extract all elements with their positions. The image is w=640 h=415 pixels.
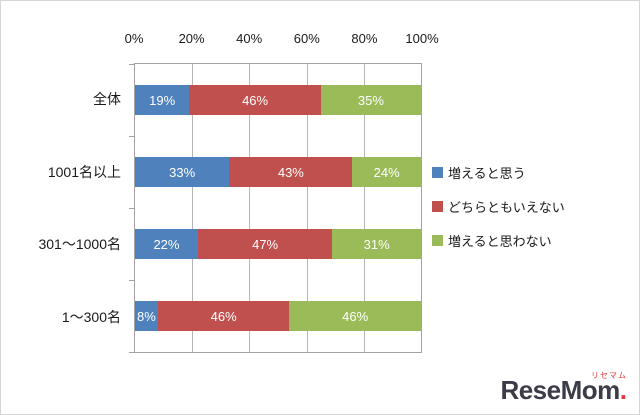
- bar-segment: 24%: [352, 157, 421, 187]
- y-tick-mark: [129, 280, 135, 281]
- y-tick-mark: [129, 64, 135, 65]
- legend-swatch: [432, 201, 443, 212]
- plot-area: 19% 46% 35% 33% 43% 24% 22% 47% 31% 8% 46% 46%: [129, 63, 422, 353]
- data-label: 46%: [342, 308, 369, 324]
- legend-label: どちらともいえない: [448, 200, 565, 215]
- data-label: 24%: [373, 164, 400, 180]
- bar-row: 8% 46% 46%: [135, 280, 421, 352]
- x-tick-label: 80%: [351, 31, 378, 46]
- bar-segment: 33%: [135, 157, 230, 187]
- category-axis: 全体 1001名以上 301～1000名 1～300名: [1, 63, 128, 353]
- x-tick-label: 60%: [293, 31, 320, 46]
- x-tick-label: 100%: [405, 31, 439, 46]
- bar-segment: 35%: [320, 85, 421, 115]
- bar-segment: 43%: [229, 157, 353, 187]
- data-label: 35%: [357, 92, 384, 108]
- x-tick-label: 20%: [178, 31, 205, 46]
- bar-segment: 8%: [135, 301, 158, 331]
- resemom-logo: リセマム ReseMom.: [500, 371, 627, 406]
- data-label: 33%: [169, 164, 196, 180]
- data-label: 19%: [149, 92, 176, 108]
- data-label: 43%: [277, 164, 304, 180]
- bar-segment: 46%: [157, 301, 290, 331]
- bar-segment: 46%: [189, 85, 321, 115]
- bar-row: 22% 47% 31%: [135, 208, 421, 280]
- bar-segment: 22%: [135, 229, 198, 259]
- category-label: 1001名以上: [47, 163, 121, 180]
- legend: 増えると思うどちらともいえない 増えると思わない: [432, 163, 565, 250]
- data-label: 22%: [153, 236, 180, 252]
- gridline: [249, 64, 251, 352]
- y-tick-mark: [129, 136, 135, 137]
- legend-item: どちらともいえない: [432, 197, 565, 216]
- data-label: 46%: [242, 92, 269, 108]
- x-axis: 0% 20% 40% 60% 80% 100%: [125, 31, 439, 49]
- logo-dot: .: [619, 375, 627, 405]
- y-tick-mark: [129, 208, 135, 209]
- legend-swatch: [432, 167, 443, 178]
- legend-label: 増えると思わない: [448, 234, 552, 249]
- legend-item: 増えると思う: [432, 163, 565, 182]
- bar-segment: 47%: [197, 229, 333, 259]
- legend-swatch: [432, 235, 443, 246]
- data-label: 47%: [252, 236, 279, 252]
- data-label: 31%: [363, 236, 390, 252]
- y-tick-mark: [129, 352, 135, 353]
- bar-segment: 46%: [289, 301, 421, 331]
- bar-row: 19% 46% 35%: [135, 64, 421, 136]
- data-label: 46%: [210, 308, 237, 324]
- category-label: 1～300名: [61, 308, 121, 325]
- legend-label: 増えると思う: [448, 166, 526, 181]
- bar-segment: 19%: [135, 85, 190, 115]
- x-tick-label: 0%: [124, 31, 144, 46]
- gridline: [306, 64, 308, 352]
- gridline: [192, 64, 194, 352]
- legend-item: 増えると思わない: [432, 231, 565, 250]
- data-label: 8%: [137, 308, 156, 324]
- bar-row: 33% 43% 24%: [135, 136, 421, 208]
- x-tick-label: 40%: [236, 31, 263, 46]
- logo-text: ReseMom: [500, 375, 620, 405]
- category-label: 全体: [93, 91, 121, 108]
- category-label: 301～1000名: [38, 236, 121, 253]
- logo-ruby-text: リセマム: [591, 371, 627, 380]
- bar-segment: 31%: [332, 229, 421, 259]
- gridline: [363, 64, 365, 352]
